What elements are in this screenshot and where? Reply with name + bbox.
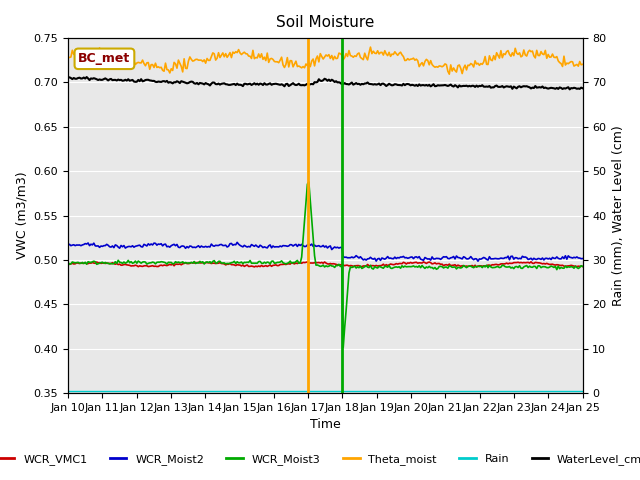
Y-axis label: VWC (m3/m3): VWC (m3/m3) <box>15 172 28 259</box>
Title: Soil Moisture: Soil Moisture <box>276 15 374 30</box>
Y-axis label: Rain (mm), Water Level (cm): Rain (mm), Water Level (cm) <box>612 125 625 306</box>
Text: BC_met: BC_met <box>78 52 131 65</box>
X-axis label: Time: Time <box>310 419 340 432</box>
Legend: WCR_VMC1, WCR_Moist2, WCR_Moist3, Theta_moist, Rain, WaterLevel_cm: WCR_VMC1, WCR_Moist2, WCR_Moist3, Theta_… <box>0 450 640 469</box>
